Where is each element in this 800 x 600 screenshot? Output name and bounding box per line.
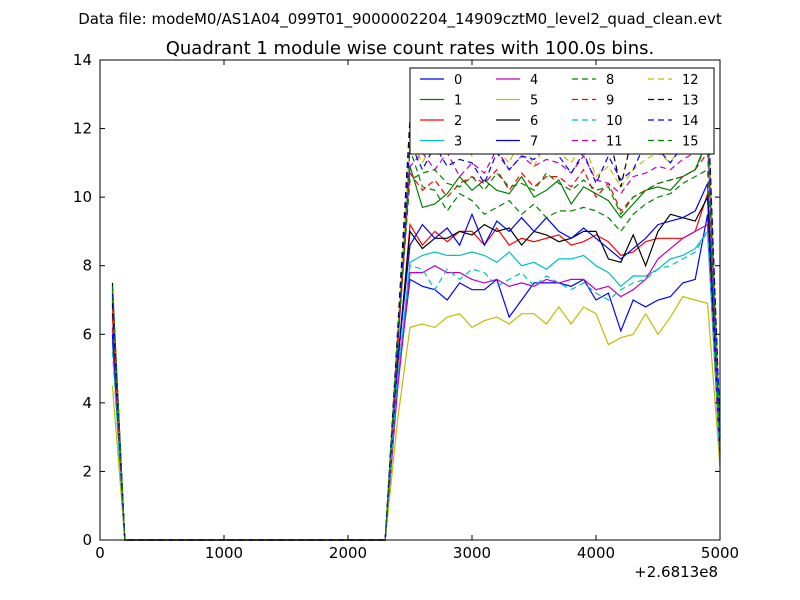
- legend-label-10: 10: [606, 114, 623, 129]
- chart-title: Quadrant 1 module wise count rates with …: [166, 38, 655, 59]
- legend-label-8: 8: [606, 73, 614, 88]
- legend-label-1: 1: [454, 94, 462, 109]
- series-line-15: [111, 142, 721, 541]
- legend-box: [409, 67, 715, 155]
- y-tick-label: 2: [82, 462, 92, 480]
- series-line-10: [111, 229, 721, 541]
- legend-label-5: 5: [530, 94, 538, 109]
- legend-label-7: 7: [530, 135, 538, 150]
- x-tick-label: 5000: [701, 544, 739, 562]
- plot-frame: [99, 59, 721, 541]
- y-tick-label: 4: [82, 394, 92, 412]
- legend-label-0: 0: [454, 73, 462, 88]
- data-file-label: Data file: modeM0/AS1A04_099T01_90000022…: [78, 10, 722, 29]
- legend-label-3: 3: [454, 135, 462, 150]
- y-tick-label: 0: [82, 531, 92, 549]
- legend-label-4: 4: [530, 73, 538, 88]
- legend-label-9: 9: [606, 94, 614, 109]
- series-line-6: [111, 194, 721, 541]
- x-tick-label: 3000: [453, 544, 491, 562]
- x-tick-label: 4000: [577, 544, 615, 562]
- series-line-3: [111, 229, 721, 541]
- series-line-8: [111, 148, 721, 541]
- series-line-1: [111, 138, 721, 541]
- legend-label-12: 12: [682, 73, 699, 88]
- x-tick-label: 0: [95, 544, 105, 562]
- series-line-5: [111, 295, 721, 541]
- legend-label-11: 11: [606, 135, 623, 150]
- series-line-11: [111, 129, 721, 541]
- series-line-0: [111, 214, 721, 541]
- y-tick-label: 10: [73, 188, 92, 206]
- y-tick-label: 14: [73, 51, 92, 69]
- series-line-9: [111, 150, 721, 541]
- y-tick-label: 8: [82, 257, 92, 275]
- legend-label-15: 15: [682, 135, 699, 150]
- legend-label-2: 2: [454, 114, 462, 129]
- y-tick-label: 6: [82, 325, 92, 343]
- y-tick-label: 12: [73, 120, 92, 138]
- x-tick-label: 1000: [205, 544, 243, 562]
- series-layer: [111, 97, 721, 541]
- legend-label-13: 13: [682, 94, 699, 109]
- x-axis-offset-label: +2.6813e8: [634, 563, 718, 581]
- series-line-14: [111, 97, 721, 541]
- series-line-7: [111, 183, 721, 541]
- legend-label-14: 14: [682, 114, 699, 129]
- series-line-4: [111, 223, 721, 541]
- legend-label-6: 6: [530, 114, 538, 129]
- series-line-2: [111, 193, 721, 541]
- x-tick-label: 2000: [329, 544, 367, 562]
